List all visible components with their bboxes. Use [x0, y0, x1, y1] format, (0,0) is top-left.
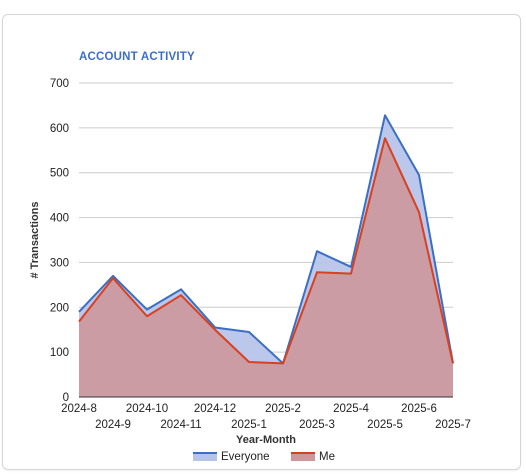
y-tick-label: 200 — [50, 302, 69, 314]
x-tick-label: 2024-9 — [95, 419, 131, 431]
x-tick-label: 2025-6 — [401, 403, 437, 415]
y-tick-labels: 0 100 200 300 400 500 600 700 — [50, 78, 69, 404]
x-tick-label: 2025-2 — [265, 403, 301, 415]
y-tick-label: 600 — [50, 123, 69, 135]
x-tick-labels: 2024-8 2024-9 2024-10 2024-11 2024-12 2025-1 2… — [61, 403, 471, 431]
line-everyone — [78, 114, 454, 365]
area-me — [79, 138, 453, 397]
y-tick-label: 0 — [63, 392, 69, 404]
legend-swatch-me — [291, 452, 315, 461]
x-tick-label: 2024-8 — [61, 403, 97, 415]
y-tick-label: 100 — [50, 347, 69, 359]
legend-swatch-everyone — [193, 452, 217, 461]
series-lines — [78, 114, 454, 365]
x-tick-label: 2025-3 — [299, 419, 335, 431]
x-tick-label: 2024-10 — [126, 403, 168, 415]
y-tick-label: 400 — [50, 213, 69, 225]
y-axis-title: # Transactions — [29, 201, 41, 278]
y-tick-label: 700 — [50, 78, 69, 90]
line-me — [78, 137, 454, 365]
legend-label-everyone: Everyone — [221, 451, 270, 463]
x-axis-title: Year-Month — [236, 434, 296, 446]
x-tick-label: 2025-5 — [367, 419, 403, 431]
y-tick-label: 300 — [50, 257, 69, 269]
x-tick-label: 2025-7 — [435, 419, 471, 431]
legend-label-me: Me — [319, 451, 335, 463]
legend: Everyone Me — [193, 451, 335, 463]
x-tick-label: 2025-4 — [333, 403, 369, 415]
x-tick-label: 2025-1 — [231, 419, 267, 431]
x-tick-label: 2024-12 — [194, 403, 236, 415]
x-tick-label: 2024-11 — [160, 419, 201, 431]
chart-title: ACCOUNT ACTIVITY — [79, 51, 195, 63]
y-tick-label: 500 — [50, 168, 69, 180]
series-areas — [79, 115, 453, 397]
